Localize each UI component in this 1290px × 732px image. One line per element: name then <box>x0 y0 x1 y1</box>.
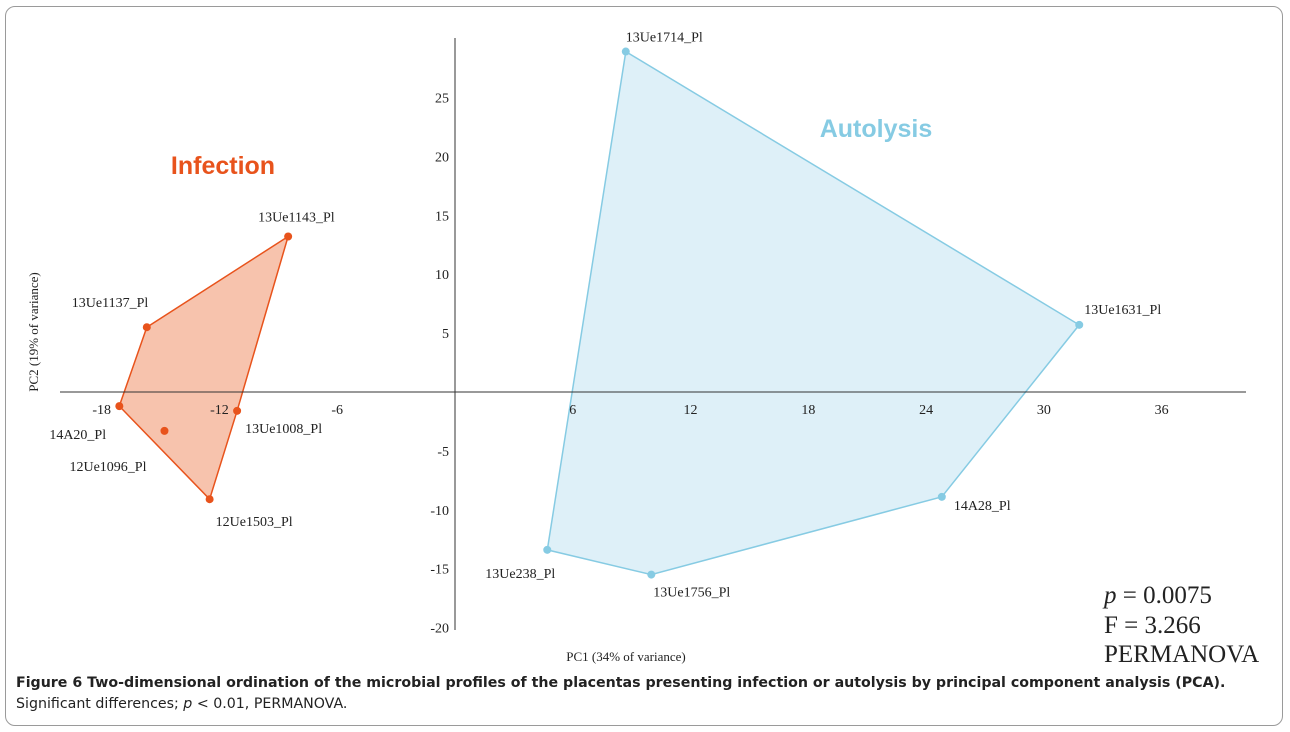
caption-p-symbol: p <box>183 696 193 712</box>
y-tick-label-15: 15 <box>435 209 449 224</box>
data-points <box>115 47 1084 579</box>
permanova-stats: p = 0.0075 F = 3.266 PERMANOVA <box>1102 582 1259 668</box>
point-14a20-pl <box>115 402 124 411</box>
hull-autolysis <box>546 50 1081 576</box>
axes <box>60 38 1246 630</box>
caption-text-1: Significant differences; <box>16 696 184 712</box>
x-axis-title: PC1 (34% of variance) <box>566 649 686 664</box>
figure-caption: Figure 6 Two-dimensional ordination of t… <box>16 673 1271 715</box>
point-13ue1756-pl <box>647 570 656 579</box>
y-tick-label-15: -15 <box>430 563 449 578</box>
point-labels: 13Ue1143_Pl 13Ue1137_Pl 14A20_Pl 12Ue1096_P… <box>49 31 1161 601</box>
x-tick-label-18: 18 <box>801 403 815 418</box>
stat-p-rest: = 0.0075 <box>1117 582 1212 609</box>
y-tick-label-5: 5 <box>442 327 449 342</box>
x-tick-label-18: -18 <box>92 403 111 418</box>
caption-title: Figure 6 Two-dimensional ordination of t… <box>16 675 1226 691</box>
group-title-infection: Infection <box>171 152 275 180</box>
group-hulls <box>118 50 1081 576</box>
pca-scatter-chart: -18 -12 -6 6 12 18 24 30 36-20-15-10-5510152025 … <box>26 31 1259 668</box>
point-label-13ue1137-pl: 13Ue1137_Pl <box>72 296 149 311</box>
tick-labels: -18 -12 -6 6 12 18 24 30 36 -20 -15 -10 -5 5 10 15 20 25 <box>92 92 1168 637</box>
x-tick-label-12: 12 <box>684 403 698 418</box>
stat-f-value: F = 3.266 <box>1104 612 1201 639</box>
point-label-13ue1714-pl: 13Ue1714_Pl <box>626 31 703 46</box>
caption-text-2: < 0.01, PERMANOVA. <box>192 696 348 712</box>
x-tick-label-6: -6 <box>331 403 343 418</box>
y-tick-label-5: -5 <box>437 445 449 460</box>
x-tick-label-36: 36 <box>1155 403 1169 418</box>
point-label-13ue1631-pl: 13Ue1631_Pl <box>1084 303 1161 318</box>
point-label-12ue1096-pl: 12Ue1096_Pl <box>69 460 146 475</box>
point-label-13ue1008-pl: 13Ue1008_Pl <box>245 422 322 437</box>
point-label-13ue238-pl: 13Ue238_Pl <box>485 567 555 582</box>
y-tick-label-10: -10 <box>430 504 449 519</box>
point-label-14a28-pl: 14A28_Pl <box>954 499 1011 514</box>
point-12ue1503-pl <box>205 495 214 504</box>
point-13ue1137-pl <box>142 323 151 332</box>
point-label-13ue1756-pl: 13Ue1756_Pl <box>653 586 730 601</box>
stat-p-value: p = 0.0075 <box>1102 582 1212 609</box>
y-axis-title: PC2 (19% of variance) <box>26 272 41 392</box>
group-titles: Infection Autolysis <box>171 115 932 180</box>
x-tick-label-30: 30 <box>1037 403 1051 418</box>
y-tick-label-25: 25 <box>435 92 449 107</box>
point-13ue1143-pl <box>284 232 293 241</box>
point-label-13ue1143-pl: 13Ue1143_Pl <box>258 211 335 226</box>
y-tick-label-10: 10 <box>435 268 449 283</box>
point-12ue1096-pl <box>160 426 169 435</box>
point-13ue238-pl <box>543 545 552 554</box>
stat-p-symbol: p <box>1102 582 1117 609</box>
group-title-autolysis: Autolysis <box>820 115 933 143</box>
point-13ue1714-pl <box>621 47 630 56</box>
point-label-12ue1503-pl: 12Ue1503_Pl <box>216 515 293 530</box>
point-14a28-pl <box>937 492 946 501</box>
y-tick-label-20: 20 <box>435 150 449 165</box>
y-tick-label-20: -20 <box>430 622 449 637</box>
x-tick-label-12: -12 <box>210 403 229 418</box>
x-tick-label-24: 24 <box>919 403 933 418</box>
stat-test-name: PERMANOVA <box>1104 641 1259 668</box>
point-label-14a20-pl: 14A20_Pl <box>49 428 106 443</box>
point-13ue1008-pl <box>233 406 242 415</box>
x-tick-label-6: 6 <box>569 403 576 418</box>
point-13ue1631-pl <box>1075 320 1084 329</box>
